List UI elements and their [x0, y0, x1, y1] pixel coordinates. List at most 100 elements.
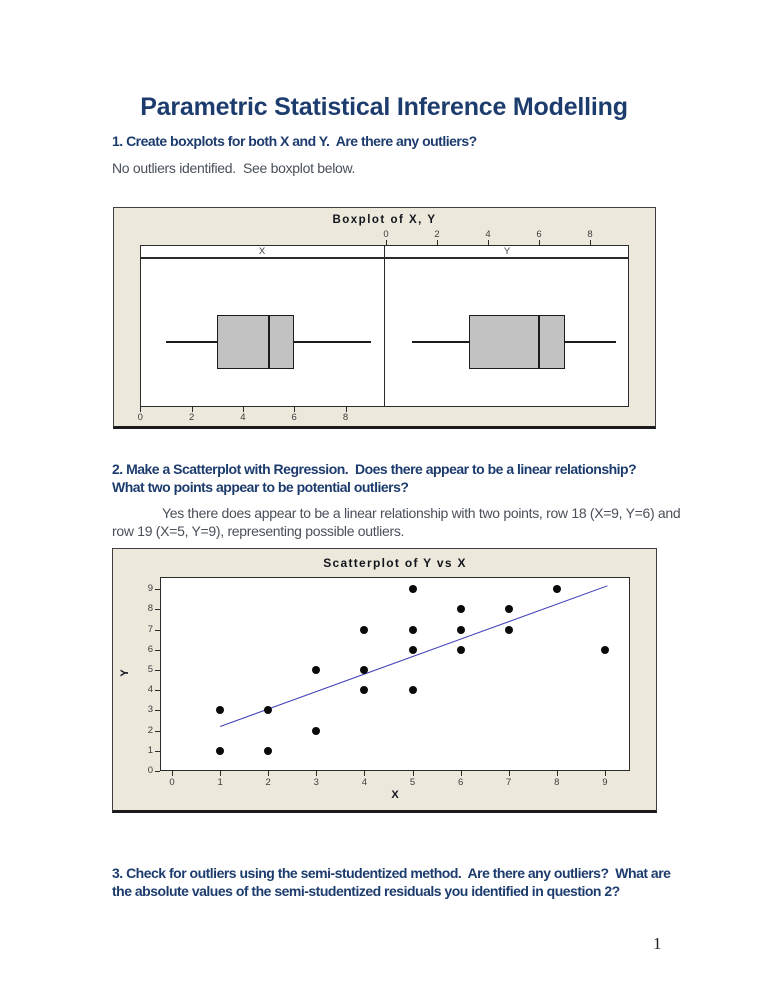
- y-axis-tick-label: 3: [147, 704, 153, 716]
- scatter-point: [600, 645, 609, 654]
- y-axis-tick: [590, 240, 591, 245]
- scatter-point: [456, 625, 465, 634]
- y-axis-tick-label: 0: [147, 765, 153, 776]
- x-axis-tick-label: 6: [457, 777, 464, 788]
- x-axis-tick: [412, 771, 414, 776]
- scatter-point: [504, 625, 513, 634]
- x-axis-tick: [556, 771, 558, 776]
- x-axis-tick-label: 1: [217, 777, 223, 788]
- x-axis-tick-label: 0: [169, 777, 175, 788]
- scatter-point: [360, 666, 369, 674]
- scatter-point: [312, 666, 321, 674]
- document-title: Parametric Statistical Inference Modelli…: [140, 93, 628, 121]
- y-axis-tick-label: 2: [434, 229, 440, 240]
- x-axis-tick: [140, 407, 142, 412]
- y-axis-tick: [437, 240, 438, 245]
- panel-label-y: Y: [503, 246, 511, 257]
- y-axis-tick-label: 1: [147, 744, 153, 756]
- x-axis-tick: [172, 771, 173, 776]
- y-axis-tick-label: 7: [147, 623, 153, 635]
- panel-divider: [384, 245, 385, 407]
- x-axis-tick-label: 4: [361, 777, 368, 788]
- y-axis-tick: [155, 649, 160, 651]
- x-axis-tick-label: 8: [342, 412, 349, 423]
- boxplot-box: [217, 315, 295, 369]
- y-axis-tick: [155, 771, 160, 772]
- y-axis-tick: [539, 240, 540, 245]
- scatter-point: [504, 605, 513, 614]
- answer-1: No outliers identified. See boxplot belo…: [112, 160, 356, 176]
- scatter-point: [408, 585, 417, 594]
- scatter-figure: Scatterplot of Y vs X X Y 0 1 2 3 4 5 6 7 8 9 0 1 2 3…: [112, 548, 657, 813]
- x-axis-tick: [294, 407, 296, 412]
- question-3-line2: the absolute values of the semi-studenti…: [112, 883, 620, 899]
- y-axis-tick: [155, 629, 160, 631]
- scatter-point: [456, 645, 465, 654]
- x-axis-tick: [268, 771, 270, 776]
- x-axis-tick-label: 9: [602, 777, 608, 788]
- panel-label-x: X: [258, 246, 266, 257]
- boxplot-title: Boxplot of X, Y: [332, 214, 437, 226]
- y-axis-tick-label: 5: [147, 664, 153, 675]
- scatter-point: [408, 686, 417, 695]
- scatter-point: [408, 625, 417, 634]
- x-axis-tick-label: 3: [313, 777, 319, 788]
- y-axis-tick-label: 2: [147, 724, 153, 736]
- scatter-point: [456, 605, 465, 614]
- answer-2-line1: Yes there does appear to be a linear rel…: [162, 505, 681, 521]
- x-axis-label: X: [391, 789, 399, 801]
- x-axis-tick: [191, 407, 193, 412]
- y-axis-tick: [155, 710, 160, 712]
- x-axis-tick: [364, 771, 366, 776]
- x-axis-tick: [345, 407, 347, 412]
- x-axis-tick: [242, 407, 244, 412]
- question-1: 1. Create boxplots for both X and Y. Are…: [112, 133, 477, 149]
- y-axis-tick: [155, 670, 160, 671]
- y-axis-tick-label: 6: [536, 229, 542, 240]
- y-axis-tick-label: 0: [383, 229, 389, 240]
- y-axis-tick-label: 4: [485, 229, 491, 240]
- question-3-line1: 3. Check for outliers using the semi-stu…: [112, 865, 671, 881]
- scatter-title: Scatterplot of Y vs X: [323, 556, 467, 570]
- scatter-point: [216, 746, 225, 755]
- boxplot-median: [267, 315, 270, 369]
- boxplot-box: [468, 315, 565, 369]
- y-axis-tick: [386, 240, 387, 245]
- scatter-point: [552, 585, 561, 594]
- boxplot-figure: Boxplot of X, Y X Y 0 2 4 6 8 0 2 4 6 8: [113, 207, 656, 429]
- question-2-line2: What two points appear to be potential o…: [112, 479, 409, 495]
- scatter-point: [408, 645, 417, 654]
- y-axis-tick: [155, 609, 160, 611]
- x-axis-tick: [508, 771, 510, 776]
- y-axis-tick: [155, 589, 160, 591]
- y-axis-tick-label: 8: [587, 229, 593, 240]
- scatter-point: [360, 686, 369, 695]
- boxplot-median: [538, 315, 540, 369]
- scatter-point: [360, 625, 369, 634]
- x-axis-tick-label: 2: [188, 412, 195, 423]
- x-axis-tick-label: 4: [240, 412, 246, 423]
- x-axis-tick-label: 7: [506, 777, 512, 788]
- answer-2-line2: row 19 (X=5, Y=9), representing possible…: [112, 523, 405, 539]
- x-axis-tick: [460, 771, 462, 776]
- y-axis-tick: [155, 730, 160, 732]
- y-axis-tick-label: 4: [147, 684, 153, 696]
- x-axis-tick-label: 5: [409, 777, 416, 788]
- scatter-point: [216, 706, 225, 715]
- x-axis-tick-label: 8: [554, 777, 560, 788]
- question-2-line1: 2. Make a Scatterplot with Regression. D…: [112, 461, 637, 477]
- y-axis-tick-label: 6: [147, 643, 153, 655]
- y-axis-tick-label: 8: [147, 603, 153, 615]
- x-axis-tick-label: 2: [265, 777, 271, 788]
- scatter-point: [264, 706, 273, 715]
- y-axis-tick: [155, 690, 160, 692]
- x-axis-tick: [604, 771, 606, 776]
- x-axis-tick: [316, 771, 318, 776]
- x-axis-tick-label: 0: [137, 412, 143, 423]
- scatter-plot-area: [160, 577, 630, 771]
- x-axis-tick: [220, 771, 222, 776]
- scatter-point: [264, 746, 273, 755]
- x-axis-tick-label: 6: [291, 412, 297, 423]
- y-axis-label: Y: [119, 669, 131, 677]
